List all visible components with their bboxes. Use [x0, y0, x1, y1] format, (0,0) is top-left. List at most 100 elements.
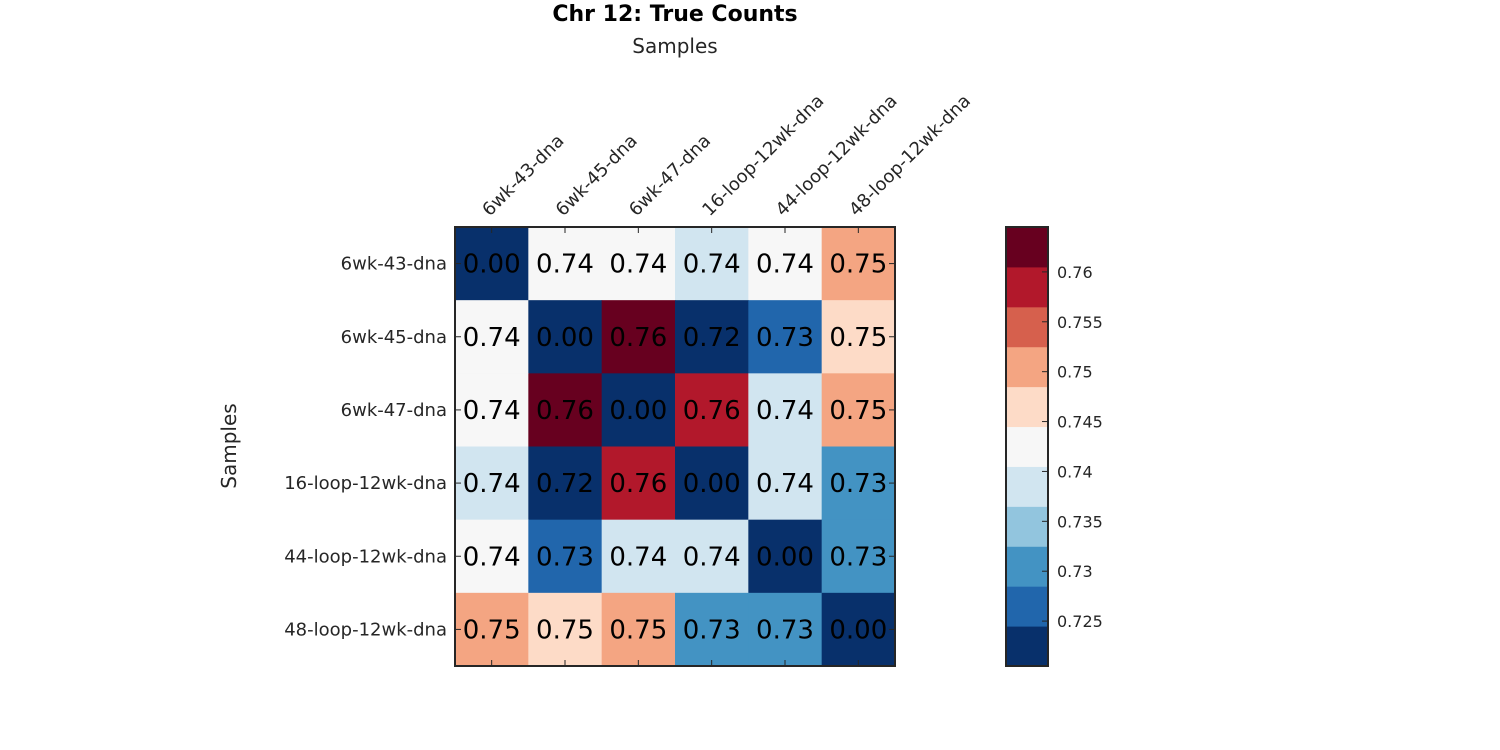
heatmap-cell [601, 300, 676, 374]
cell-value-label: 0.76 [609, 469, 667, 499]
heatmap-cell [748, 446, 823, 521]
cell-value-label: 0.73 [829, 542, 887, 572]
heatmap-cell [675, 373, 749, 447]
cell-value-label: 0.74 [463, 323, 521, 353]
y-tick-label: 6wk-47-dna [341, 400, 447, 421]
cell-value-label: 0.76 [683, 396, 741, 426]
cell-value-label: 0.73 [756, 615, 814, 645]
heatmap-cell [528, 446, 603, 521]
heatmap-cell [821, 300, 896, 374]
cell-value-label: 0.74 [683, 250, 741, 280]
colorbar-segment [1006, 266, 1048, 308]
cell-value-label: 0.74 [463, 469, 521, 499]
colorbar-segment [1006, 626, 1048, 667]
cell-value-label: 0.75 [829, 323, 887, 353]
x-tick-label: 16-loop-12wk-dna [698, 91, 828, 221]
cell-value-label: 0.73 [829, 469, 887, 499]
colorbar-tick-label: 0.725 [1057, 612, 1103, 631]
cell-value-label: 0.75 [463, 615, 521, 645]
heatmap-cell [675, 227, 749, 301]
cell-value-label: 0.74 [463, 396, 521, 426]
cell-value-label: 0.76 [609, 323, 667, 353]
heatmap-cell [821, 592, 896, 667]
heatmap-cell [601, 373, 676, 447]
heatmap-cell [675, 446, 749, 521]
cell-value-label: 0.75 [829, 396, 887, 426]
colorbar-tick-label: 0.74 [1057, 462, 1093, 481]
heatmap-cell [821, 227, 896, 301]
cell-value-label: 0.00 [756, 542, 814, 572]
cell-value-label: 0.74 [756, 396, 814, 426]
heatmap-cell [455, 519, 529, 594]
heatmap-cell [821, 446, 896, 521]
colorbar-segment [1006, 386, 1048, 428]
heatmap-cell [601, 446, 676, 521]
cell-value-label: 0.00 [463, 250, 521, 280]
heatmap-cells [455, 227, 896, 667]
heatmap-cell [528, 373, 603, 447]
colorbar-segment [1006, 546, 1048, 587]
y-tick-label: 48-loop-12wk-dna [284, 619, 447, 640]
cell-value-label: 0.74 [609, 250, 667, 280]
cell-value-label: 0.74 [756, 250, 814, 280]
heatmap-cell [821, 519, 896, 594]
cell-value-label: 0.75 [609, 615, 667, 645]
y-axis-label: Samples [217, 403, 241, 488]
heatmap-cell [601, 519, 676, 594]
heatmap-cell [748, 519, 823, 594]
cell-value-label: 0.73 [536, 542, 594, 572]
colorbar-segment [1006, 346, 1048, 388]
cell-value-label: 0.00 [609, 396, 667, 426]
heatmap-cell [528, 227, 603, 301]
cell-value-label: 0.75 [829, 250, 887, 280]
heatmap-cell [455, 373, 529, 447]
cell-value-label: 0.73 [683, 615, 741, 645]
cell-value-label: 0.72 [536, 469, 594, 499]
colorbar-tick-label: 0.75 [1057, 363, 1093, 382]
chart-title: Chr 12: True Counts [552, 2, 797, 27]
cell-value-label: 0.74 [463, 542, 521, 572]
colorbar-tick-label: 0.73 [1057, 562, 1093, 581]
cell-value-label: 0.74 [609, 542, 667, 572]
cell-value-label: 0.00 [536, 323, 594, 353]
heatmap-cell [748, 373, 823, 447]
heatmap-cell [748, 227, 823, 301]
colorbar-segment [1006, 466, 1048, 507]
heatmap-cell [675, 519, 749, 594]
heatmap-cell [601, 592, 676, 667]
colorbar-segment [1006, 227, 1048, 268]
colorbar-segment [1006, 426, 1048, 467]
heatmap-cell [675, 592, 749, 667]
cell-value-label: 0.00 [683, 469, 741, 499]
x-axis-label: Samples [632, 34, 717, 58]
heatmap-cell [748, 300, 823, 374]
cell-value-label: 0.74 [536, 250, 594, 280]
colorbar: 0.725 0.73 0.735 0.74 0.745 0.75 0.755 0.76 [1006, 227, 1103, 667]
heatmap-cell [528, 300, 603, 374]
heatmap-cell [455, 300, 529, 374]
cell-value-label: 0.00 [829, 615, 887, 645]
cell-value-label: 0.72 [683, 323, 741, 353]
heatmap-cell [455, 227, 529, 301]
y-tick-label: 16-loop-12wk-dna [284, 473, 447, 494]
colorbar-tick-label: 0.755 [1057, 313, 1103, 332]
plot-frame [454, 226, 896, 667]
colorbar-tick-label: 0.745 [1057, 413, 1103, 432]
x-tick-label: 44-loop-12wk-dna [772, 91, 902, 221]
cell-value-label: 0.73 [756, 323, 814, 353]
colorbar-segment [1006, 586, 1048, 627]
y-tick-label: 44-loop-12wk-dna [284, 546, 447, 567]
colorbar-frame [1005, 226, 1049, 667]
heatmap-cell [748, 592, 823, 667]
cell-value-label: 0.75 [536, 615, 594, 645]
colorbar-segment [1006, 306, 1048, 348]
x-tick-label: 48-loop-12wk-dna [845, 91, 975, 221]
cell-value-label: 0.76 [536, 396, 594, 426]
heatmap-cell [675, 300, 749, 374]
cell-value-label: 0.74 [683, 542, 741, 572]
cell-value-label: 0.74 [756, 469, 814, 499]
heatmap-cell-labels: 0.00 0.74 0.74 0.74 0.74 0.75 0.74 0.00 0.76 0.72… [463, 250, 888, 646]
heatmap-cell [528, 519, 603, 594]
y-tick-label: 6wk-43-dna [341, 254, 447, 275]
